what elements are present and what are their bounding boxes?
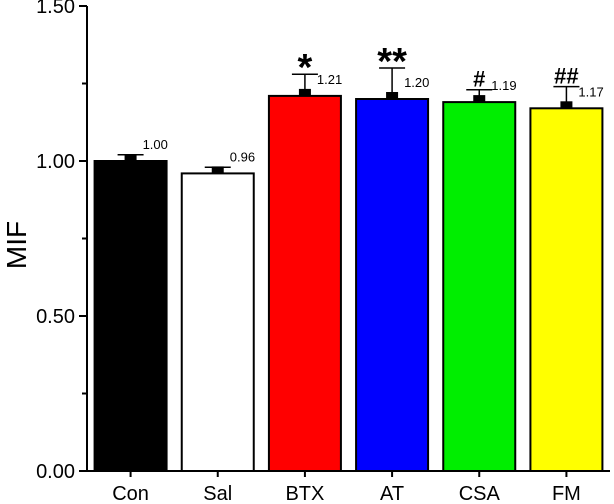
y-tick-label: 1.50 [36,0,75,18]
bar-fm [529,107,604,473]
significance-csa: # [473,67,485,92]
mean-marker-at [386,92,399,99]
y-tick-label: 1.00 [36,151,75,173]
mean-marker-sal [211,166,224,174]
y-axis-label: MIF [1,221,32,269]
x-tick-label-csa: CSA [459,483,501,504]
bar-con [93,160,168,472]
x-tick-label-btx: BTX [285,483,324,504]
mean-marker-con [124,154,137,161]
data-label-con: 1.00 [143,137,168,152]
significance-btx: * [298,47,313,89]
significance-at: ** [377,41,407,83]
bar-at [355,98,430,472]
data-label-fm: 1.17 [578,84,603,99]
bar-csa [442,101,517,472]
data-label-csa: 1.19 [491,78,516,93]
x-tick-label-fm: FM [552,483,581,504]
data-label-at: 1.20 [404,75,429,90]
significance-fm: ## [554,64,578,89]
x-tick-label-at: AT [380,483,404,504]
mean-marker-fm [560,101,573,109]
x-tick-label-sal: Sal [203,483,232,504]
x-tick-label-con: Con [112,483,149,504]
y-tick-label: 0.00 [36,461,75,483]
data-label-sal: 0.96 [230,149,255,164]
y-tick-label: 0.50 [36,306,75,328]
mean-marker-csa [473,95,486,103]
bar-sal [180,172,255,472]
bar-btx [267,94,342,473]
mean-marker-btx [298,88,311,96]
data-label-btx: 1.21 [317,72,342,87]
